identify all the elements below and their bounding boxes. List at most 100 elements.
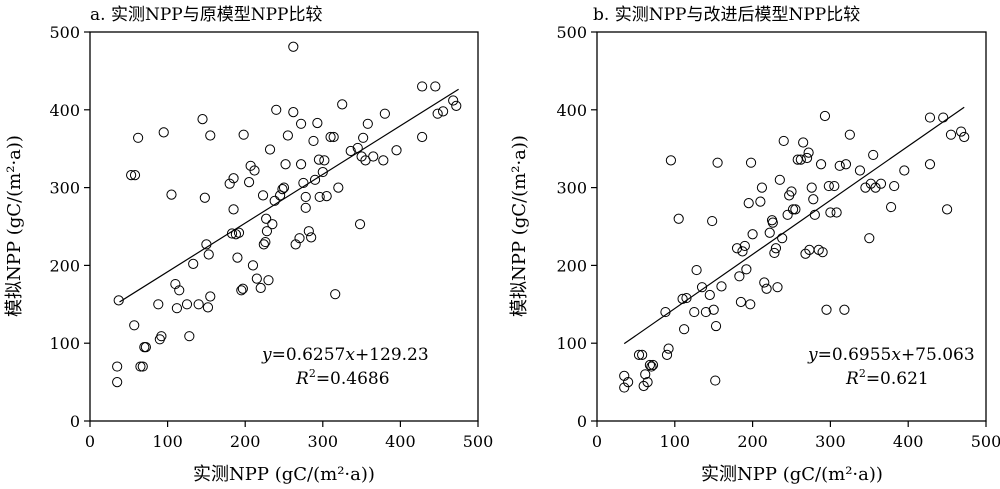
- y-tick-label: 500: [556, 23, 587, 42]
- data-point: [129, 170, 141, 181]
- data-point: [391, 145, 402, 156]
- data-point: [743, 198, 754, 209]
- data-point: [203, 249, 214, 260]
- data-point: [689, 306, 700, 318]
- data-point: [378, 155, 389, 166]
- data-point: [945, 129, 957, 140]
- data-point: [228, 173, 239, 184]
- data-point: [193, 299, 204, 310]
- y-tick-label: 100: [556, 334, 587, 353]
- data-point: [801, 152, 813, 164]
- data-point: [623, 377, 634, 388]
- y-tick-label: 0: [577, 412, 587, 431]
- data-point: [731, 243, 743, 254]
- data-point: [237, 283, 248, 294]
- data-point: [294, 233, 305, 244]
- panel-a-y-ticks: 0 100 200 300 400 500: [49, 23, 90, 431]
- data-point: [290, 239, 301, 250]
- data-point: [619, 370, 630, 381]
- x-tick-label: 100: [660, 432, 691, 451]
- data-point: [770, 243, 782, 254]
- data-point: [938, 112, 949, 123]
- data-point: [113, 295, 124, 306]
- data-point: [260, 236, 271, 248]
- data-point: [823, 180, 834, 192]
- data-point: [181, 299, 193, 310]
- data-point: [619, 382, 630, 393]
- data-point: [226, 228, 238, 239]
- panel-b-equation: y=0.6955x+75.063: [807, 345, 975, 365]
- data-point: [821, 304, 832, 315]
- x-tick-label: 0: [85, 432, 95, 451]
- data-point: [710, 375, 721, 386]
- data-point: [278, 182, 290, 193]
- data-point: [782, 209, 793, 220]
- data-point: [700, 306, 712, 318]
- data-point: [170, 278, 181, 290]
- panel-a-points: [112, 41, 462, 388]
- data-point: [300, 202, 311, 213]
- data-point: [864, 233, 875, 244]
- panel-b-fit-line: [623, 106, 965, 345]
- panel-a-equation: y=0.6257x+129.23: [261, 345, 429, 365]
- data-point: [345, 145, 356, 157]
- panel-a-x-label: 实测NPP (gC/(m²·a)): [193, 464, 375, 485]
- data-point: [271, 104, 282, 115]
- data-point: [808, 194, 819, 205]
- data-point: [133, 132, 144, 143]
- data-point: [769, 247, 780, 259]
- data-point: [251, 273, 262, 284]
- data-point: [298, 177, 309, 189]
- panel-b-r2: R2=0.621: [845, 367, 929, 389]
- data-point: [174, 285, 185, 296]
- data-point: [825, 207, 836, 218]
- data-point: [817, 247, 828, 258]
- data-point: [236, 285, 247, 296]
- data-point: [819, 110, 831, 122]
- data-point: [247, 260, 259, 271]
- data-point: [205, 130, 216, 141]
- data-point: [638, 380, 649, 392]
- data-point: [764, 227, 775, 238]
- data-point: [707, 215, 718, 227]
- data-point: [249, 165, 260, 176]
- data-point: [691, 264, 702, 276]
- data-point: [806, 182, 817, 193]
- data-point: [646, 361, 657, 372]
- data-point: [644, 359, 656, 371]
- data-point: [739, 240, 750, 252]
- data-point: [875, 178, 887, 189]
- data-point: [665, 155, 677, 166]
- data-point: [188, 258, 199, 269]
- panel-a-x-ticks: 0 100 200 300 400 500: [85, 421, 493, 451]
- x-tick-label: 100: [152, 432, 183, 451]
- data-point: [899, 165, 910, 176]
- panel-a-r2: R2=0.4686: [295, 367, 390, 389]
- data-point: [205, 291, 216, 302]
- data-point: [870, 182, 881, 193]
- panel-b-points: [619, 110, 970, 393]
- data-point: [831, 207, 842, 218]
- data-point: [306, 232, 317, 243]
- data-point: [263, 275, 274, 286]
- data-point: [437, 106, 449, 117]
- panel-a-y-label: 模拟NPP (gC/(m²·a)): [4, 135, 25, 317]
- data-point: [358, 132, 369, 143]
- data-point: [640, 369, 651, 380]
- data-point: [202, 302, 214, 313]
- x-tick-label: 200: [230, 432, 261, 451]
- data-point: [261, 226, 273, 237]
- data-point: [432, 108, 443, 119]
- data-point: [734, 271, 745, 282]
- data-point: [745, 157, 757, 168]
- data-point: [839, 304, 850, 315]
- panel-b-y-ticks: 0 100 200 300 400 500: [556, 23, 597, 431]
- y-tick-label: 400: [556, 101, 587, 120]
- data-point: [956, 126, 967, 137]
- data-point: [790, 204, 801, 215]
- data-point: [777, 233, 788, 244]
- data-point: [303, 226, 314, 237]
- y-tick-label: 0: [70, 412, 80, 431]
- data-point: [362, 118, 373, 129]
- data-point: [330, 289, 341, 300]
